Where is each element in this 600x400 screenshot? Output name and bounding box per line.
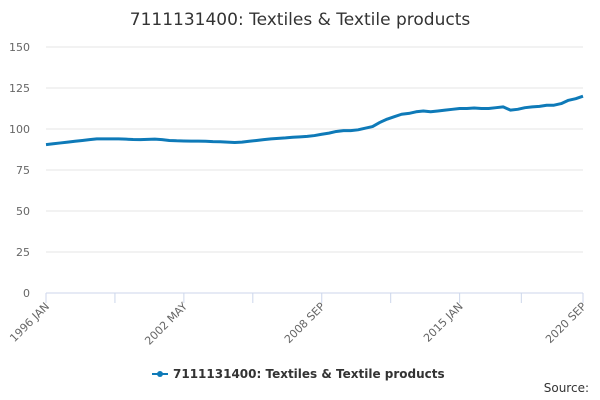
source: Source: xyxy=(544,381,589,395)
y-tick-label: 100 xyxy=(9,123,30,136)
x-tick-label: 2020 SEP xyxy=(543,300,589,346)
legend-marker xyxy=(157,371,163,377)
legend-label: 7111131400: Textiles & Textile products xyxy=(173,367,445,381)
y-tick-label: 150 xyxy=(9,41,30,54)
chart-title: 7111131400: Textiles & Textile products xyxy=(130,10,471,30)
x-tick-label: 1996 JAN xyxy=(7,300,52,345)
y-tick-label: 125 xyxy=(9,82,30,95)
y-tick-label: 0 xyxy=(23,287,30,300)
series-line xyxy=(45,94,584,147)
x-tick-label: 2002 MAY xyxy=(142,300,190,348)
y-tick-label: 50 xyxy=(16,205,30,218)
x-tick-label: 2008 SEP xyxy=(282,300,328,346)
x-tick-label: 2015 JAN xyxy=(421,300,466,345)
y-tick-label: 75 xyxy=(16,164,30,177)
y-tick-label: 25 xyxy=(16,246,30,259)
